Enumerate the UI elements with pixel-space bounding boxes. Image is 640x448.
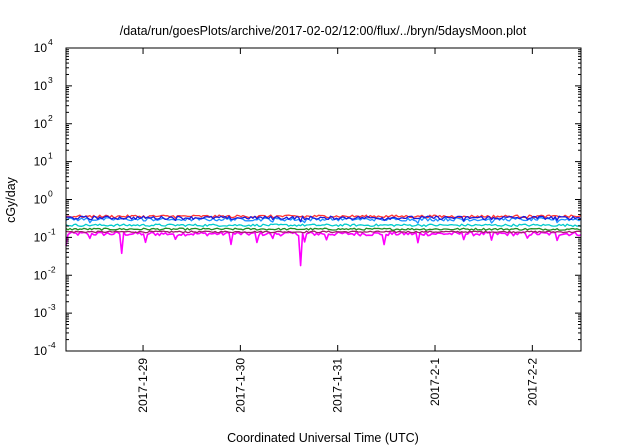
series-line [65,214,582,219]
series-line [65,227,582,231]
series-line [65,223,582,228]
plot-frame [65,47,582,352]
y-tick-label: 10 [34,344,48,358]
series-layer [65,214,582,267]
x-tick-label: 2017-1-30 [233,358,247,413]
x-tick-label: 2017-2-1 [428,358,442,406]
y-tick-exponent: -1 [48,226,56,236]
x-axis-label: Coordinated Universal Time (UTC) [227,431,419,445]
y-axis-label: cGy/day [4,176,18,223]
y-tick-exponent: 4 [48,37,53,47]
series-line [65,231,582,267]
y-tick-label: 10 [34,306,48,320]
y-tick-exponent: 0 [48,189,53,199]
y-tick-exponent: 3 [48,75,53,85]
x-tick-label: 2017-1-29 [136,358,150,413]
x-tick-label: 2017-2-2 [525,358,539,406]
series-line [65,230,582,234]
y-tick-label: 10 [34,79,48,93]
y-tick-exponent: 1 [48,151,53,161]
chart-title: /data/run/goesPlots/archive/2017-02-02/1… [120,24,527,38]
y-tick-label: 10 [34,230,48,244]
y-tick-label: 10 [34,193,48,207]
y-tick-label: 10 [34,155,48,169]
y-tick-exponent: 2 [48,113,53,123]
x-tick-label: 2017-1-31 [331,358,345,413]
y-tick-exponent: -3 [48,302,56,312]
y-tick-exponent: -2 [48,264,56,274]
y-tick-label: 10 [34,268,48,282]
x-axis: 2017-1-29 2017-1-30 2017-1-31 2017-2-1 2017-… [136,48,539,413]
series-line [65,217,582,224]
series-line [66,215,582,223]
y-tick-exponent: -4 [48,340,56,350]
y-tick-label: 10 [34,117,48,131]
y-tick-label: 10 [34,41,48,55]
